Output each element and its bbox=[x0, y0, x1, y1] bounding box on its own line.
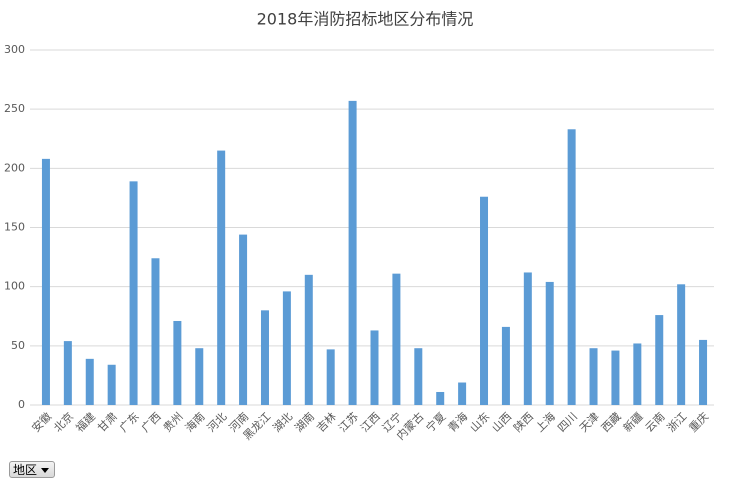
x-tick-label: 青海 bbox=[445, 409, 470, 434]
bar bbox=[85, 358, 94, 405]
bar bbox=[217, 150, 226, 405]
y-tick-label: 150 bbox=[4, 221, 25, 234]
x-tick-label: 福建 bbox=[73, 409, 98, 434]
x-tick-label: 江苏 bbox=[336, 410, 361, 435]
y-tick-label: 300 bbox=[4, 43, 25, 56]
bar bbox=[304, 274, 313, 405]
bar bbox=[348, 100, 357, 405]
x-tick-label: 四川 bbox=[555, 410, 580, 435]
y-tick-label: 100 bbox=[4, 280, 25, 293]
bar bbox=[107, 364, 116, 405]
bar bbox=[458, 382, 467, 405]
bar bbox=[173, 320, 182, 405]
y-tick-label: 250 bbox=[4, 102, 25, 115]
x-tick-label: 重庆 bbox=[686, 409, 711, 434]
x-tick-label: 广东 bbox=[117, 410, 142, 435]
bar bbox=[260, 310, 269, 405]
bar bbox=[392, 273, 401, 405]
x-tick-label: 贵州 bbox=[161, 410, 186, 435]
bar bbox=[699, 339, 708, 405]
bar bbox=[195, 348, 204, 405]
bar bbox=[677, 284, 686, 405]
chart: 2018年消防招标地区分布情况 0 50 100 150 200 250 300 安徽北京福建… bbox=[4, 10, 714, 443]
x-tick-label: 上海 bbox=[533, 409, 558, 434]
y-tick-label: 200 bbox=[4, 161, 25, 174]
x-tick-label: 山东 bbox=[468, 410, 493, 435]
x-tick-label: 云南 bbox=[643, 410, 668, 435]
x-tick-label: 安徽 bbox=[29, 409, 54, 434]
x-tick-label: 新疆 bbox=[620, 409, 645, 434]
y-tick-label: 50 bbox=[11, 339, 25, 352]
chart-title: 2018年消防招标地区分布情况 bbox=[257, 10, 474, 29]
x-tick-label: 浙江 bbox=[665, 410, 690, 435]
bar bbox=[129, 181, 138, 405]
bar bbox=[567, 129, 576, 406]
filter-dropdown[interactable]: 地区 bbox=[9, 461, 55, 478]
bar bbox=[501, 326, 510, 405]
bar bbox=[151, 258, 160, 405]
bar bbox=[370, 330, 379, 405]
bar bbox=[611, 350, 620, 405]
x-tick-label: 江西 bbox=[358, 410, 383, 435]
bar bbox=[589, 348, 598, 405]
x-tick-label: 宁夏 bbox=[423, 409, 448, 434]
bar bbox=[326, 349, 335, 405]
x-tick-label: 海南 bbox=[182, 409, 207, 434]
x-tick-label: 吉林 bbox=[313, 409, 338, 434]
x-tick-label: 陕西 bbox=[511, 409, 536, 434]
x-tick-label: 广西 bbox=[139, 410, 164, 435]
x-tick-label: 山西 bbox=[489, 410, 514, 435]
x-tick-label: 天津 bbox=[577, 410, 602, 435]
bar bbox=[63, 341, 72, 405]
x-tick-label: 湖北 bbox=[270, 410, 295, 435]
bar bbox=[239, 234, 248, 405]
bar bbox=[655, 315, 664, 405]
y-tick-label: 0 bbox=[18, 398, 25, 411]
bar bbox=[436, 391, 445, 405]
bar bbox=[545, 281, 554, 405]
x-tick-label: 西藏 bbox=[599, 410, 624, 435]
bar bbox=[523, 272, 532, 405]
bar bbox=[480, 196, 489, 405]
x-tick-label: 甘肃 bbox=[95, 410, 120, 435]
x-tick-label: 河北 bbox=[205, 410, 230, 435]
x-tick-label: 北京 bbox=[51, 409, 76, 434]
bar bbox=[41, 158, 50, 405]
bar bbox=[633, 343, 642, 405]
bar bbox=[282, 291, 291, 405]
x-tick-label: 湖南 bbox=[292, 410, 317, 435]
bar bbox=[414, 348, 423, 405]
